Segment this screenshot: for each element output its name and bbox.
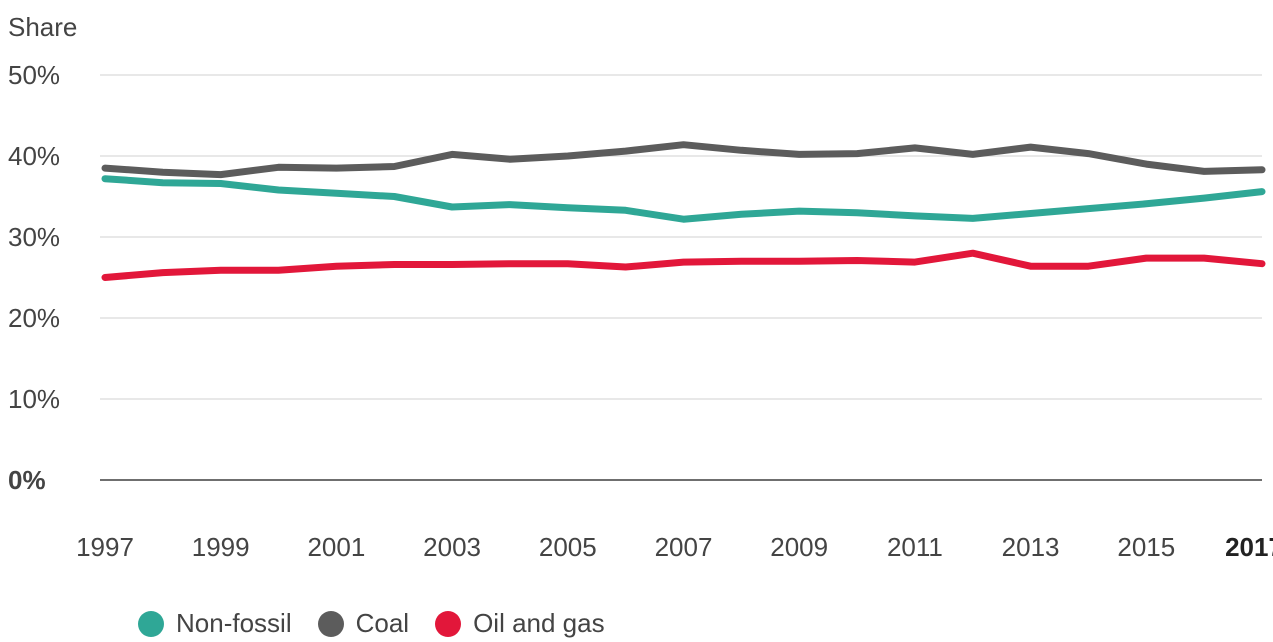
y-tick-label: 20% (8, 303, 60, 333)
legend-item-oil-and-gas: Oil and gas (435, 608, 605, 639)
x-tick-label: 2009 (770, 532, 828, 562)
legend-item-coal: Coal (317, 608, 410, 639)
x-tick-label: 1999 (192, 532, 250, 562)
y-tick-label: 10% (8, 384, 60, 414)
y-axis-title: Share (8, 12, 78, 42)
chart-legend: Non-fossil Coal Oil and gas (138, 608, 631, 639)
line-chart: 0% 10% 20% 30% 40% 50% 1997 1999 2001 2003 2005 200… (8, 60, 1273, 562)
y-tick-label: 30% (8, 222, 60, 252)
y-tick-label: 50% (8, 60, 60, 90)
legend-swatch-non-fossil (138, 610, 164, 637)
y-tick-label: 40% (8, 141, 60, 171)
legend-swatch-oil-and-gas (435, 610, 462, 637)
legend-item-non-fossil: Non-fossil (138, 608, 292, 639)
series-line-oil-and-gas (101, 249, 1266, 281)
y-tick-label: 0% (8, 465, 46, 495)
legend-label: Coal (355, 608, 410, 638)
legend-swatch-coal (317, 610, 344, 637)
series-line-coal (101, 141, 1266, 179)
x-tick-label: 2007 (655, 532, 713, 562)
x-tick-label: 2005 (539, 532, 597, 562)
x-tick-label: 2011 (887, 532, 943, 562)
x-tick-label: 2003 (423, 532, 481, 562)
legend-label: Oil and gas (473, 608, 605, 638)
x-tick-label: 2013 (1002, 532, 1060, 562)
x-tick-label: 2015 (1117, 532, 1175, 562)
x-tick-label: 2017 (1225, 532, 1273, 562)
x-tick-label: 1997 (76, 532, 134, 562)
series-line-non-fossil (101, 175, 1266, 223)
x-tick-label: 2001 (307, 532, 365, 562)
legend-label: Non-fossil (176, 608, 292, 638)
